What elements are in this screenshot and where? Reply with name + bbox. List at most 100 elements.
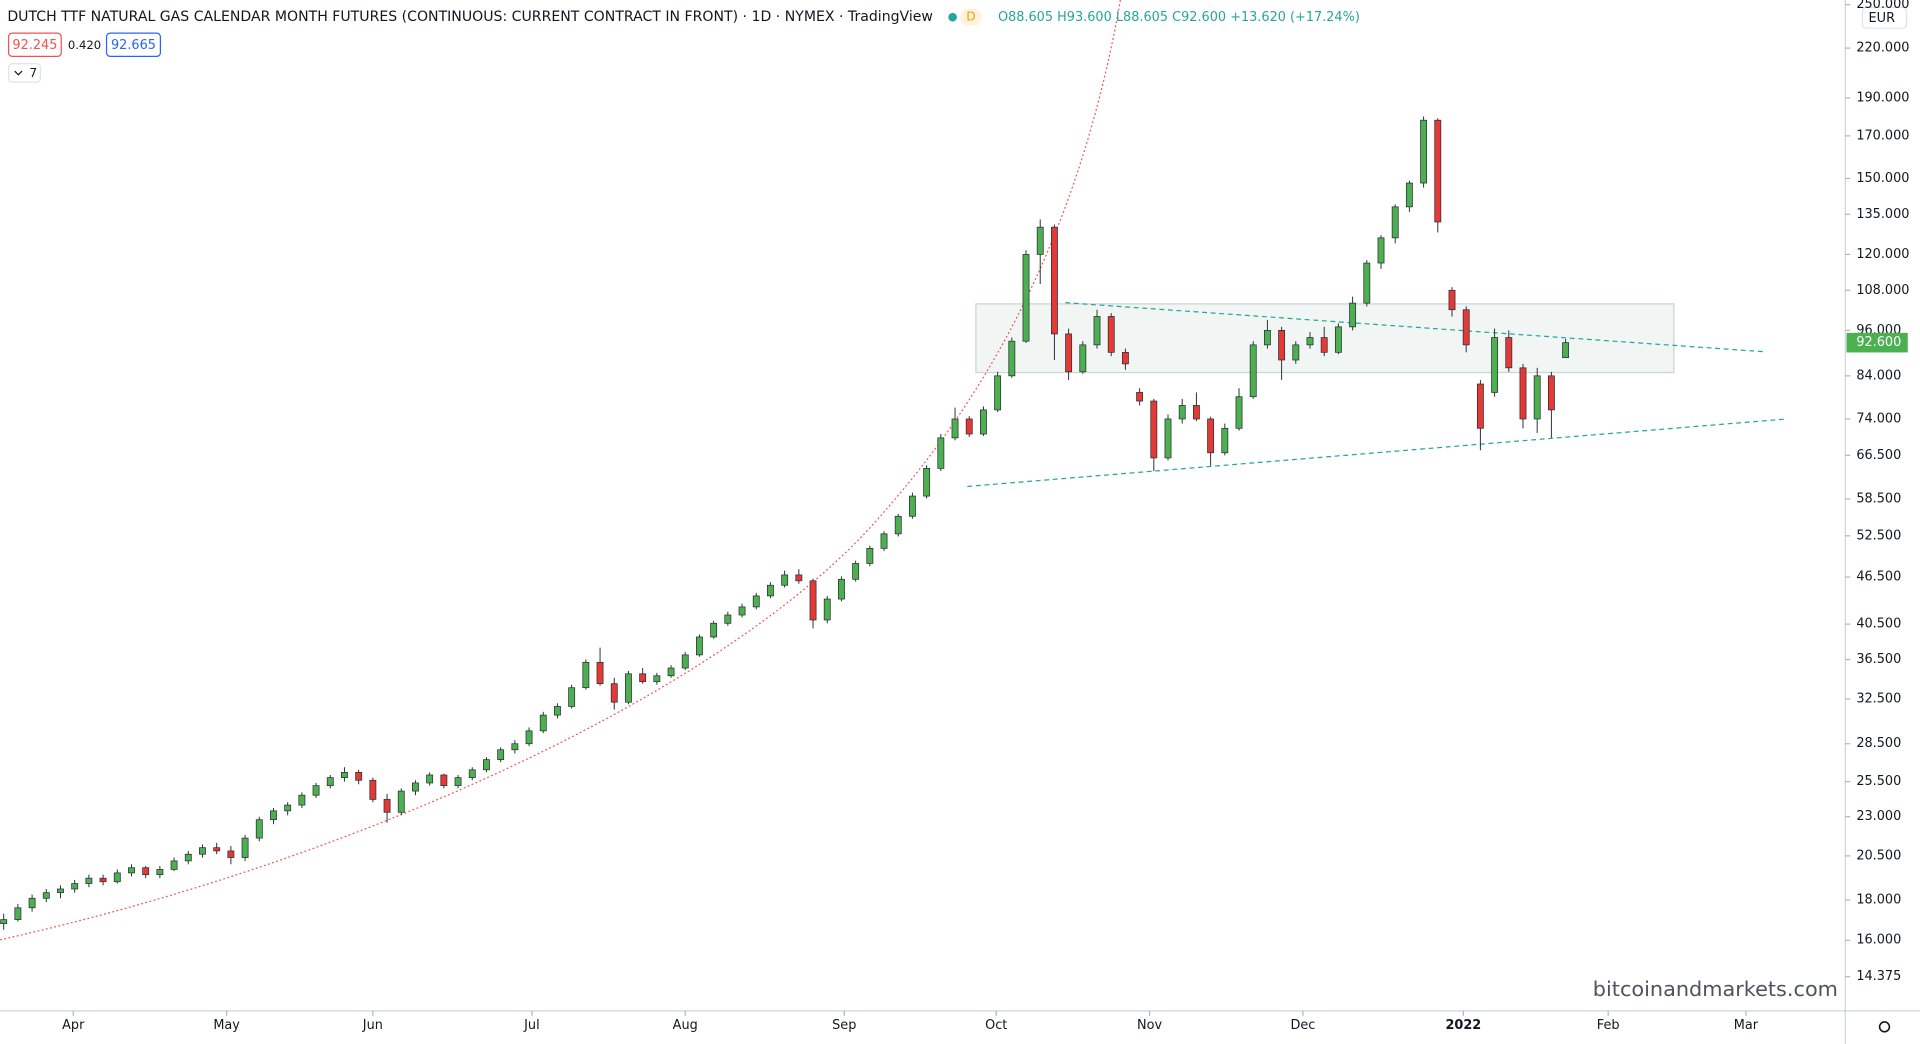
candle-body [1107,316,1115,353]
settings-icon[interactable] [1878,1021,1891,1033]
candle-body [1164,418,1172,459]
candle-body [767,584,774,597]
y-tick-label: 28.500 [1856,736,1901,751]
candle-body [1235,396,1243,429]
candle-body [184,853,192,862]
candle-body [1505,337,1513,369]
candle-body [284,804,292,812]
ask: 92.665 [111,38,156,53]
candle-body [1121,351,1129,365]
candle-body [326,777,334,786]
candle-body [823,598,831,621]
candle-body [1377,237,1385,264]
y-tick-label: 20.500 [1856,848,1901,863]
chevron [14,70,23,76]
candle-body [909,495,916,517]
y-tick-label: 66.500 [1856,448,1901,463]
candle-body [625,673,632,703]
candle-body [1562,342,1570,359]
y-tick-label: 220.000 [1856,41,1909,56]
candle-body [0,919,8,925]
candle-body [752,595,760,608]
y-tick-label: 250.000 [1856,0,1909,12]
last-price-label: 92.600 [1856,335,1901,350]
indicators-toggle[interactable] [7,63,42,83]
candle-body [525,730,533,745]
candle-body [1150,400,1158,459]
candle-body [610,683,618,703]
candle-body [1249,344,1257,398]
candle-body [724,614,732,624]
legend-change: +13.620 (+17.24%) [1230,10,1360,25]
candle-body [142,867,150,876]
candle-body [397,790,405,813]
candle-body [412,782,419,792]
candle-body [1008,340,1016,377]
badge-bg [960,8,983,26]
candle-body [554,706,561,716]
candle-body [298,794,306,806]
candle-body [1547,375,1555,411]
y-tick-label: 74.000 [1856,411,1901,426]
watermark: bitcoinandmarkets.com [1593,977,1838,1001]
x-tick-label: May [213,1018,240,1033]
candle-body [781,574,789,586]
x-tick-label: Nov [1137,1018,1162,1033]
candle-body [85,877,93,884]
last-price-bg [1846,332,1908,353]
candle-body [1050,226,1058,335]
y-tick-label: 190.000 [1856,91,1909,106]
candle-body [923,468,931,497]
candle-body [951,418,959,439]
currency: EUR [1869,11,1896,26]
candle-body [1079,344,1087,373]
candle-body [42,892,50,899]
candle-body [710,622,718,638]
candle-body [639,673,647,683]
y-tick-label: 36.500 [1856,652,1901,667]
candle-body [1036,226,1044,255]
x-tick-label: Jul [523,1018,540,1033]
interval-badge: D [966,10,975,24]
candle-body [1178,405,1186,420]
y-tick-label: 135.000 [1856,207,1909,222]
trend-line-upper [1065,302,1764,353]
bid-box[interactable] [7,32,62,57]
candle-body [1292,344,1300,361]
candle-body [199,847,206,855]
y-tick-label: 108.000 [1856,283,1909,298]
y-tick-label: 40.500 [1856,617,1901,632]
candle-body [312,785,320,796]
candle-body [937,437,945,469]
candle-body [1221,427,1229,454]
y-tick-label: 120.000 [1856,247,1909,262]
candle-body [965,418,973,435]
candle-body [213,847,221,852]
bid: 92.245 [12,38,57,53]
candle-body [170,860,178,870]
candle-body [994,375,1002,411]
candle-body [1491,337,1499,393]
candle-body [483,759,490,771]
candle-body [738,606,746,616]
candle-body [511,743,519,751]
candle-body [1278,330,1286,361]
ohlc-legend: O88.605 H93.600 L88.605 C92.600 +13.620 … [998,10,1360,25]
y-tick-label: 18.000 [1856,893,1901,908]
y-tick-label: 150.000 [1856,171,1909,186]
ask-box[interactable] [105,32,162,57]
candle-body [1306,337,1314,346]
candle-body [255,819,263,839]
indicator-count: 7 [29,66,37,80]
x-tick-label: Oct [985,1018,1007,1033]
spread: 0.420 [68,38,101,52]
candle-body [383,799,391,813]
candle-body [128,867,135,874]
candle-body [14,907,22,920]
candle-body [1093,316,1101,346]
currency-button[interactable] [1861,6,1908,29]
candle-body [1349,302,1357,328]
status-dot [948,12,957,22]
legend-close: C92.600 [1172,10,1226,25]
